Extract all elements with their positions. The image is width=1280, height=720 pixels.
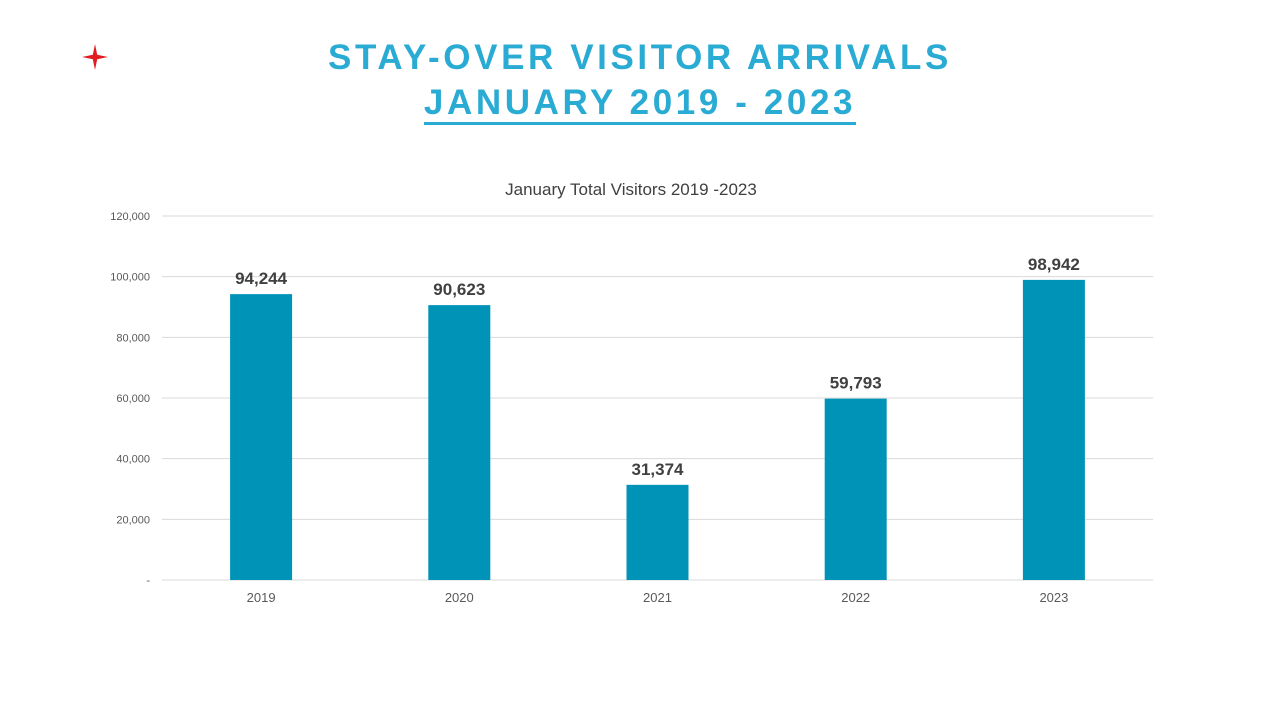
slide-title-line2: JANUARY 2019 - 2023: [423, 83, 857, 125]
star-logo-icon: [82, 44, 108, 70]
bar-2023: [1022, 279, 1085, 580]
chart-title: January Total Visitors 2019 -2023: [505, 180, 757, 199]
x-tick-label: 2020: [445, 590, 474, 605]
bar-2020: [428, 305, 491, 580]
data-label-2021: 31,374: [632, 460, 685, 479]
bar-2021: [626, 484, 689, 580]
y-tick-label: 60,000: [116, 393, 150, 405]
x-tick-label: 2023: [1039, 590, 1068, 605]
data-label-2019: 94,244: [235, 269, 288, 288]
slide-title: STAY-OVER VISITOR ARRIVALS JANUARY 2019 …: [0, 38, 1280, 125]
y-tick-label: 120,000: [110, 211, 150, 223]
y-tick-label: 80,000: [116, 332, 150, 344]
x-tick-label: 2021: [643, 590, 672, 605]
y-tick-label: -: [146, 575, 150, 587]
x-tick-label: 2019: [247, 590, 276, 605]
y-tick-label: 100,000: [110, 272, 150, 284]
y-tick-label: 20,000: [116, 514, 150, 526]
y-tick-label: 40,000: [116, 454, 150, 466]
data-label-2023: 98,942: [1028, 255, 1080, 274]
data-label-2020: 90,623: [433, 280, 485, 299]
bar-2022: [824, 398, 887, 580]
x-tick-label: 2022: [841, 590, 870, 605]
data-label-2022: 59,793: [830, 374, 882, 393]
slide-title-line1: STAY-OVER VISITOR ARRIVALS: [328, 38, 952, 77]
bar-2019: [230, 294, 293, 580]
